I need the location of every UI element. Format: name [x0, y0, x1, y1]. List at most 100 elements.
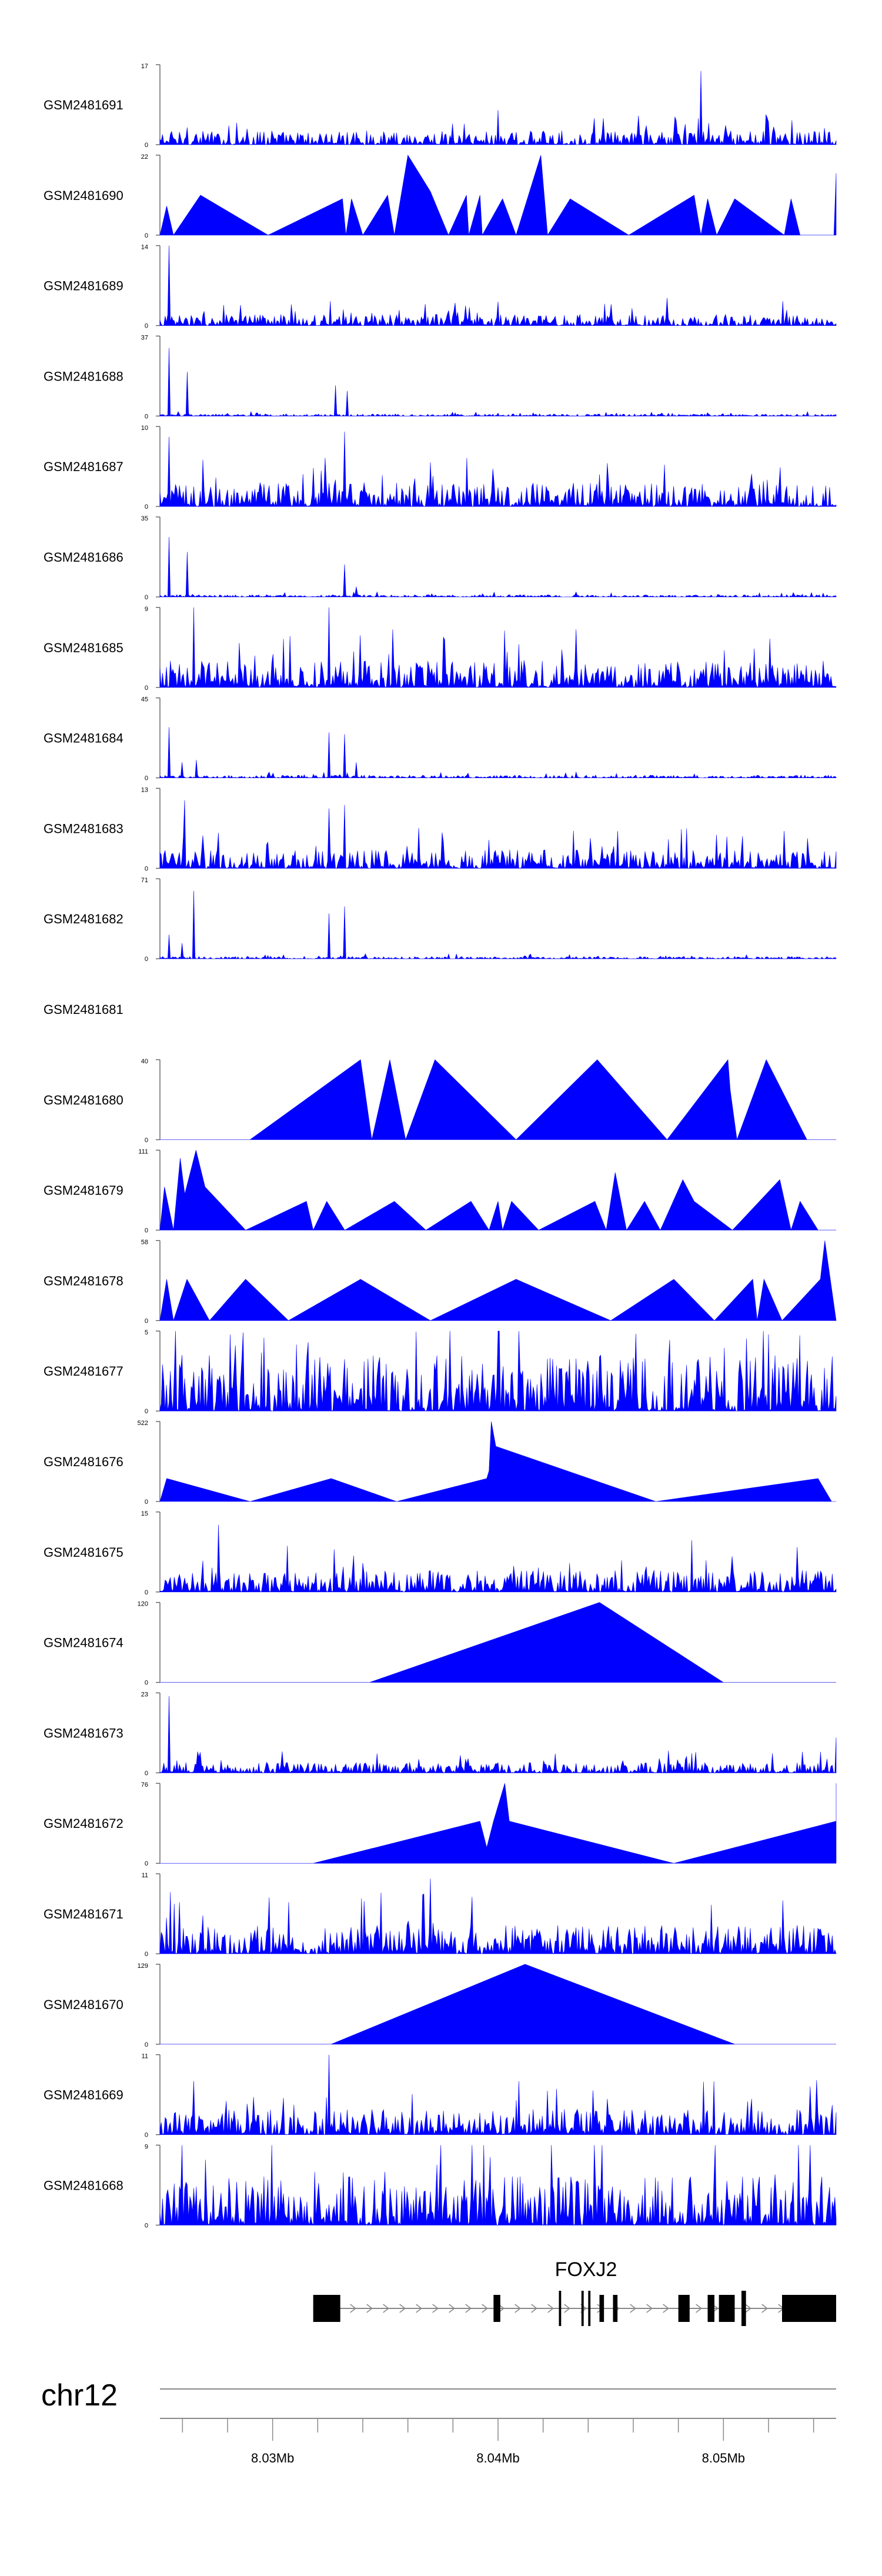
- track-GSM2481680: GSM2481680 40 0: [44, 1058, 836, 1144]
- y-axis-max-label: 9: [145, 606, 148, 613]
- track-GSM2481671: GSM2481671 11 0: [44, 1872, 837, 1958]
- gene-exon: [559, 2291, 562, 2326]
- signal-area: [159, 2145, 837, 2226]
- signal-area: [160, 1602, 836, 1683]
- y-axis-min-label: 0: [145, 865, 148, 872]
- gene-exon: [678, 2295, 690, 2322]
- y-axis-max-label: 17: [141, 63, 148, 70]
- y-axis-min-label: 0: [145, 1408, 148, 1415]
- track-GSM2481669: GSM2481669 11 0: [44, 2053, 837, 2139]
- y-axis-max-label: 120: [138, 1601, 148, 1608]
- signal-area: [159, 2054, 837, 2135]
- track-name-label: GSM2481686: [44, 550, 123, 565]
- y-axis-min-label: 0: [145, 1499, 148, 1506]
- y-axis-max-label: 45: [141, 696, 148, 703]
- y-axis-min-label: 0: [145, 503, 148, 510]
- y-axis-max-label: 76: [141, 1781, 148, 1788]
- y-axis-min-label: 0: [145, 1680, 148, 1687]
- track-GSM2481675: GSM2481675 15 0: [44, 1510, 837, 1596]
- track-GSM2481678: GSM2481678 58 0: [44, 1239, 837, 1324]
- track-name-label: GSM2481681: [44, 1002, 123, 1017]
- track-GSM2481683: GSM2481683 13 0: [44, 786, 837, 872]
- strand-arrow: [761, 2304, 768, 2313]
- signal-area: [159, 890, 837, 959]
- track-GSM2481670: GSM2481670 129 0: [44, 1963, 836, 2048]
- signal-area: [159, 1421, 836, 1502]
- track-name-label: GSM2481675: [44, 1545, 123, 1560]
- track-GSM2481681: GSM2481681: [44, 1002, 123, 1017]
- strand-arrow: [514, 2304, 521, 2313]
- strand-arrow: [383, 2304, 389, 2313]
- strand-arrow: [531, 2304, 537, 2313]
- genome-axis-tick-label: 8.05Mb: [702, 2451, 745, 2465]
- signal-area: [160, 1059, 836, 1140]
- y-axis-min-label: 0: [145, 1860, 148, 1867]
- genome-axis-tick-label: 8.03Mb: [251, 2451, 294, 2465]
- track-GSM2481690: GSM2481690 22 0: [44, 154, 837, 239]
- track-GSM2481674: GSM2481674 120 0: [44, 1601, 836, 1687]
- track-GSM2481685: GSM2481685 9 0: [44, 606, 837, 692]
- track-name-label: GSM2481679: [44, 1183, 123, 1198]
- signal-area: [160, 1964, 836, 2045]
- track-GSM2481689: GSM2481689 14 0: [44, 244, 837, 330]
- signal-area: [159, 1878, 837, 1954]
- track-GSM2481688: GSM2481688 37 0: [44, 334, 837, 420]
- y-axis-max-label: 35: [141, 515, 148, 522]
- signal-area: [160, 1783, 837, 1864]
- strand-arrow: [547, 2304, 554, 2313]
- gene-exon: [493, 2295, 500, 2322]
- gene-exon: [313, 2295, 340, 2322]
- track-name-label: GSM2481689: [44, 279, 123, 293]
- signal-area: [159, 245, 837, 326]
- genome-axis: chr12 8.03Mb 8.04Mb 8.05Mb: [41, 2378, 836, 2465]
- signal-area: [159, 537, 837, 598]
- track-name-label: GSM2481678: [44, 1273, 123, 1288]
- strand-arrow: [366, 2304, 373, 2313]
- signal-area: [159, 431, 837, 508]
- signal-area: [159, 348, 837, 417]
- track-GSM2481686: GSM2481686 35 0: [44, 515, 837, 601]
- y-axis-max-label: 40: [141, 1058, 148, 1065]
- y-axis-max-label: 13: [141, 786, 148, 793]
- y-axis-min-label: 0: [145, 1137, 148, 1144]
- y-axis-min-label: 0: [145, 1951, 148, 1958]
- data-tracks: GSM2481691170GSM2481690220GSM2481689140G…: [44, 63, 837, 2229]
- track-name-label: GSM2481676: [44, 1454, 123, 1469]
- track-GSM2481668: GSM2481668 9 0: [44, 2143, 837, 2229]
- track-GSM2481676: GSM2481676 522 0: [44, 1420, 836, 1506]
- track-name-label: GSM2481680: [44, 1093, 123, 1107]
- y-axis-min-label: 0: [145, 2132, 148, 2139]
- y-axis-min-label: 0: [145, 1227, 148, 1234]
- track-GSM2481679: GSM2481679 111 0: [44, 1149, 836, 1234]
- strand-arrow: [399, 2304, 406, 2313]
- y-axis-max-label: 22: [141, 154, 148, 161]
- signal-area: [159, 1150, 836, 1231]
- track-name-label: GSM2481669: [44, 2088, 123, 2103]
- y-axis-min-label: 0: [145, 323, 148, 330]
- y-axis-min-label: 0: [145, 142, 148, 149]
- y-axis-min-label: 0: [145, 1770, 148, 1777]
- track-name-label: GSM2481670: [44, 1997, 123, 2012]
- signal-area: [159, 154, 837, 236]
- gene-exon: [741, 2291, 746, 2326]
- gene-name-label: FOXJ2: [555, 2258, 617, 2281]
- track-GSM2481684: GSM2481684 45 0: [44, 696, 837, 782]
- y-axis-max-label: 10: [141, 425, 148, 432]
- y-axis-max-label: 522: [138, 1420, 148, 1427]
- track-name-label: GSM2481672: [44, 1816, 123, 1831]
- track-name-label: GSM2481688: [44, 369, 123, 383]
- y-axis-min-label: 0: [145, 2041, 148, 2048]
- y-axis-min-label: 0: [145, 232, 148, 239]
- strand-arrow: [663, 2304, 669, 2313]
- y-axis-max-label: 11: [142, 2053, 148, 2060]
- track-GSM2481687: GSM2481687 10 0: [44, 425, 837, 510]
- signal-area: [159, 71, 837, 146]
- track-name-label: GSM2481674: [44, 1636, 123, 1650]
- strand-arrow: [745, 2304, 751, 2313]
- strand-arrow: [432, 2304, 439, 2313]
- chromosome-label: chr12: [41, 2378, 118, 2413]
- track-name-label: GSM2481691: [44, 98, 123, 112]
- signal-area: [159, 800, 837, 869]
- y-axis-max-label: 23: [141, 1691, 148, 1698]
